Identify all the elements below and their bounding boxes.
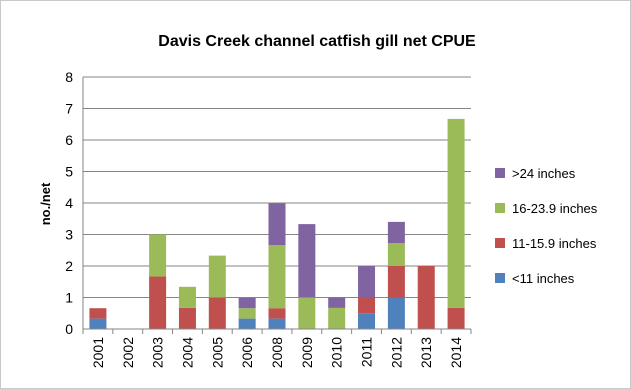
x-tick-label: 2005 (209, 337, 225, 368)
x-tick-label: 2014 (448, 337, 464, 368)
bar-segment (328, 297, 346, 308)
bar-segment (89, 318, 107, 329)
bar-segment (268, 308, 286, 319)
y-tick-label: 2 (65, 258, 73, 274)
bar-segment (238, 318, 256, 329)
x-tick-label: 2004 (179, 337, 195, 368)
bar-segment (149, 276, 167, 329)
x-tick-label: 2012 (388, 337, 404, 368)
bar-segment (268, 245, 286, 309)
bar-segment (387, 266, 405, 298)
bar-segment (178, 286, 196, 308)
bar-segment (89, 308, 107, 319)
bar-segment (447, 307, 465, 329)
bar-segment (447, 118, 465, 308)
bar-segment (208, 255, 226, 298)
y-tick-label: 7 (65, 101, 73, 117)
axes: 0 1 2 3 4 5 6 7 8 2001 2002 2003 2004 2005 2006 2008 200… (65, 69, 472, 368)
x-tick-label: 2002 (120, 337, 136, 368)
bar-segment (417, 266, 435, 329)
legend-label: >24 inches (512, 166, 576, 181)
chart-title: Davis Creek channel catfish gill net CPU… (158, 33, 476, 50)
bar-segment (387, 221, 405, 244)
bar-segment (387, 243, 405, 266)
legend-swatch (495, 203, 505, 213)
bar-segment (328, 307, 346, 329)
x-tick-label: 2001 (90, 337, 106, 368)
x-tick-label: 2003 (150, 337, 166, 368)
legend-swatch (495, 238, 505, 248)
x-tick-label: 2013 (418, 337, 434, 368)
bar-segment (358, 266, 376, 298)
y-axis-label: no./net (38, 182, 53, 225)
legend-swatch (495, 273, 505, 283)
x-tick-label: 2010 (329, 337, 345, 368)
bar-segment (358, 297, 376, 314)
y-tick-label: 4 (65, 195, 73, 211)
y-tick-label: 0 (65, 321, 73, 337)
x-tick-label: 2009 (299, 337, 315, 368)
legend-label: 11-15.9 inches (512, 236, 597, 251)
legend: >24 inches 16-23.9 inches 11-15.9 inches <1… (495, 166, 598, 286)
y-tick-label: 5 (65, 164, 73, 180)
y-tick-label: 6 (65, 132, 73, 148)
bar-segment (298, 297, 316, 329)
y-tick-label: 8 (65, 69, 73, 85)
x-tick-label: 2008 (269, 337, 285, 368)
bar-segment (149, 234, 167, 277)
x-tick-label: 2011 (359, 337, 375, 367)
bar-segment (268, 318, 286, 329)
bars (89, 118, 465, 329)
bar-segment (178, 307, 196, 329)
bar-segment (298, 224, 316, 298)
bar-segment (238, 297, 256, 309)
bar-segment (358, 313, 376, 329)
bar-segment (387, 297, 405, 329)
x-tick-label: 2006 (239, 337, 255, 368)
bar-segment (268, 203, 286, 246)
bar-segment (208, 297, 226, 329)
legend-label: 16-23.9 inches (512, 201, 598, 216)
legend-swatch (495, 168, 505, 178)
y-tick-label: 1 (65, 290, 73, 306)
y-tick-label: 3 (65, 227, 73, 243)
legend-label: <11 inches (512, 271, 575, 286)
bar-segment (238, 308, 256, 319)
